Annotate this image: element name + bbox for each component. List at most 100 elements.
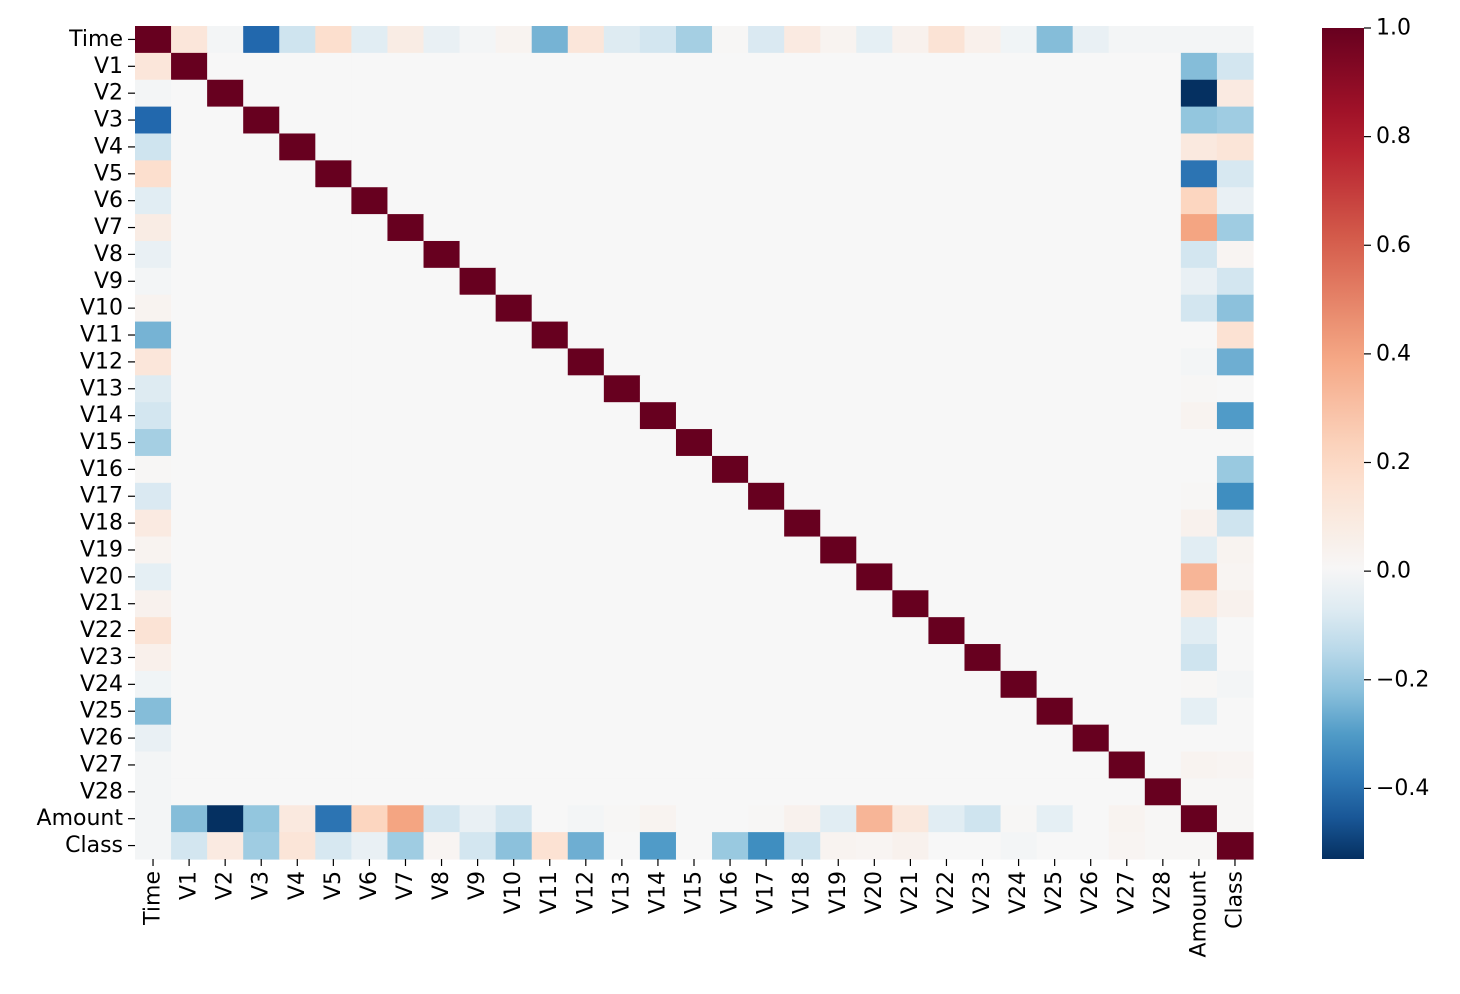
heatmap-cell-V17-V15 bbox=[675, 482, 713, 511]
heatmap-cell-V25-V22 bbox=[928, 697, 966, 726]
heatmap-cell-V8-V19 bbox=[820, 240, 857, 269]
heatmap-cell-V28-V20 bbox=[856, 778, 893, 806]
heatmap-cell-V11-V9 bbox=[459, 321, 497, 350]
heatmap-cell-V1-V1 bbox=[171, 52, 208, 81]
heatmap-cell-V9-V12 bbox=[567, 267, 605, 296]
heatmap-cell-V6-V9 bbox=[459, 187, 497, 215]
heatmap-cell-V23-Time bbox=[135, 644, 172, 672]
heatmap-cell-Time-V13 bbox=[603, 26, 641, 54]
heatmap-cell-V18-V13 bbox=[603, 509, 641, 538]
heatmap-cell-V21-Class bbox=[1216, 590, 1254, 618]
heatmap-cell-V28-V2 bbox=[207, 778, 244, 806]
heatmap-cell-V19-V28 bbox=[1144, 536, 1182, 565]
heatmap-cell-Time-V15 bbox=[675, 26, 713, 54]
heatmap-cell-V2-Time bbox=[135, 79, 172, 108]
heatmap-cell-V5-Time bbox=[135, 160, 172, 188]
heatmap-cell-V9-V3 bbox=[243, 267, 280, 296]
heatmap-cell-V12-V8 bbox=[423, 348, 461, 376]
colorbar-tick-label: 1.0 bbox=[1376, 16, 1411, 41]
heatmap-cells bbox=[135, 26, 1254, 860]
heatmap-cell-V21-V7 bbox=[387, 590, 425, 618]
heatmap-cell-V4-V21 bbox=[892, 133, 930, 161]
heatmap-cell-V19-Class bbox=[1216, 536, 1254, 565]
heatmap-cell-V20-V23 bbox=[964, 563, 1002, 591]
heatmap-cell-V3-V8 bbox=[423, 106, 461, 135]
heatmap-cell-V3-V2 bbox=[207, 106, 244, 135]
heatmap-cell-V19-V17 bbox=[748, 536, 785, 565]
heatmap-cell-V5-V19 bbox=[820, 160, 857, 188]
heatmap-cell-V7-V13 bbox=[603, 214, 641, 242]
heatmap-cell-V22-V16 bbox=[712, 617, 749, 645]
heatmap-cell-V22-Class bbox=[1216, 617, 1254, 645]
heatmap-cell-V12-V25 bbox=[1036, 348, 1074, 376]
heatmap-cell-V11-V28 bbox=[1144, 321, 1182, 350]
heatmap-cell-V28-V5 bbox=[315, 778, 352, 806]
heatmap-cell-V23-V14 bbox=[639, 644, 677, 672]
heatmap-cell-V27-V7 bbox=[387, 751, 425, 779]
heatmap-cell-V17-V9 bbox=[459, 482, 497, 511]
heatmap-cell-V10-V22 bbox=[928, 294, 966, 323]
heatmap-cell-V26-V10 bbox=[495, 724, 533, 753]
heatmap-cell-V28-V15 bbox=[675, 778, 713, 806]
heatmap-cell-V4-V14 bbox=[639, 133, 677, 161]
heatmap-cell-V16-V2 bbox=[207, 455, 244, 484]
heatmap-cell-V9-V9 bbox=[459, 267, 497, 296]
heatmap-cell-V1-V15 bbox=[675, 52, 713, 81]
heatmap-cell-V17-V10 bbox=[495, 482, 533, 511]
heatmap-cell-V2-Class bbox=[1216, 79, 1254, 108]
heatmap-cell-V26-V27 bbox=[1108, 724, 1146, 753]
heatmap-cell-V8-V7 bbox=[387, 240, 425, 269]
heatmap-cell-V12-V27 bbox=[1108, 348, 1146, 376]
heatmap-cell-V13-V8 bbox=[423, 375, 461, 403]
heatmap-cell-V11-V3 bbox=[243, 321, 280, 350]
heatmap-cell-V27-V12 bbox=[567, 751, 605, 779]
heatmap-cell-V24-Class bbox=[1216, 670, 1254, 699]
heatmap-cell-V10-Time bbox=[135, 294, 172, 323]
heatmap-cell-V14-V20 bbox=[856, 402, 893, 430]
heatmap-cell-V12-V9 bbox=[459, 348, 497, 376]
x-tick-label: V8 bbox=[429, 871, 454, 900]
heatmap-cell-V6-V26 bbox=[1072, 187, 1110, 215]
heatmap-cell-V11-V7 bbox=[387, 321, 425, 350]
heatmap-cell-V18-V17 bbox=[748, 509, 785, 538]
heatmap-cell-V11-V12 bbox=[567, 321, 605, 350]
heatmap-cell-V10-V6 bbox=[351, 294, 389, 323]
heatmap-cell-V27-V20 bbox=[856, 751, 893, 779]
heatmap-cell-V10-V4 bbox=[279, 294, 316, 323]
heatmap-cell-V28-V19 bbox=[820, 778, 857, 806]
heatmap-cell-V4-V24 bbox=[1000, 133, 1038, 161]
heatmap-cell-V24-V8 bbox=[423, 670, 461, 699]
heatmap-cell-V5-V10 bbox=[495, 160, 533, 188]
heatmap-cell-V20-V7 bbox=[387, 563, 425, 591]
heatmap-cell-V14-V12 bbox=[567, 402, 605, 430]
heatmap-cell-V10-V18 bbox=[784, 294, 821, 323]
heatmap-cell-V23-V28 bbox=[1144, 644, 1182, 672]
heatmap-cell-V2-V27 bbox=[1108, 79, 1146, 108]
heatmap-cell-V11-V6 bbox=[351, 321, 389, 350]
heatmap-cell-Amount-V17 bbox=[748, 805, 785, 833]
heatmap-cell-Amount-V8 bbox=[423, 805, 461, 833]
heatmap-cell-Time-V11 bbox=[531, 26, 569, 54]
heatmap-cell-Amount-Amount bbox=[1180, 805, 1218, 833]
heatmap-cell-V27-V6 bbox=[351, 751, 389, 779]
heatmap-cell-V15-V16 bbox=[712, 429, 749, 457]
heatmap-cell-V22-Time bbox=[135, 617, 172, 645]
heatmap-cell-V6-V11 bbox=[531, 187, 569, 215]
heatmap-cell-Time-V20 bbox=[856, 26, 893, 54]
heatmap-cell-V17-V11 bbox=[531, 482, 569, 511]
heatmap-cell-V7-V2 bbox=[207, 214, 244, 242]
heatmap-cell-V25-V9 bbox=[459, 697, 497, 726]
heatmap-cell-Amount-V18 bbox=[784, 805, 821, 833]
heatmap-cell-V8-V1 bbox=[171, 240, 208, 269]
heatmap-cell-V28-V12 bbox=[567, 778, 605, 806]
heatmap-cell-V25-V2 bbox=[207, 697, 244, 726]
heatmap-cell-V6-V2 bbox=[207, 187, 244, 215]
heatmap-cell-V7-V18 bbox=[784, 214, 821, 242]
heatmap-cell-V22-V26 bbox=[1072, 617, 1110, 645]
heatmap-cell-V4-V3 bbox=[243, 133, 280, 161]
heatmap-cell-V28-V27 bbox=[1108, 778, 1146, 806]
heatmap-cell-Amount-V16 bbox=[712, 805, 749, 833]
heatmap-cell-V18-V5 bbox=[315, 509, 352, 538]
heatmap-cell-V13-V13 bbox=[603, 375, 641, 403]
heatmap-cell-V25-V13 bbox=[603, 697, 641, 726]
